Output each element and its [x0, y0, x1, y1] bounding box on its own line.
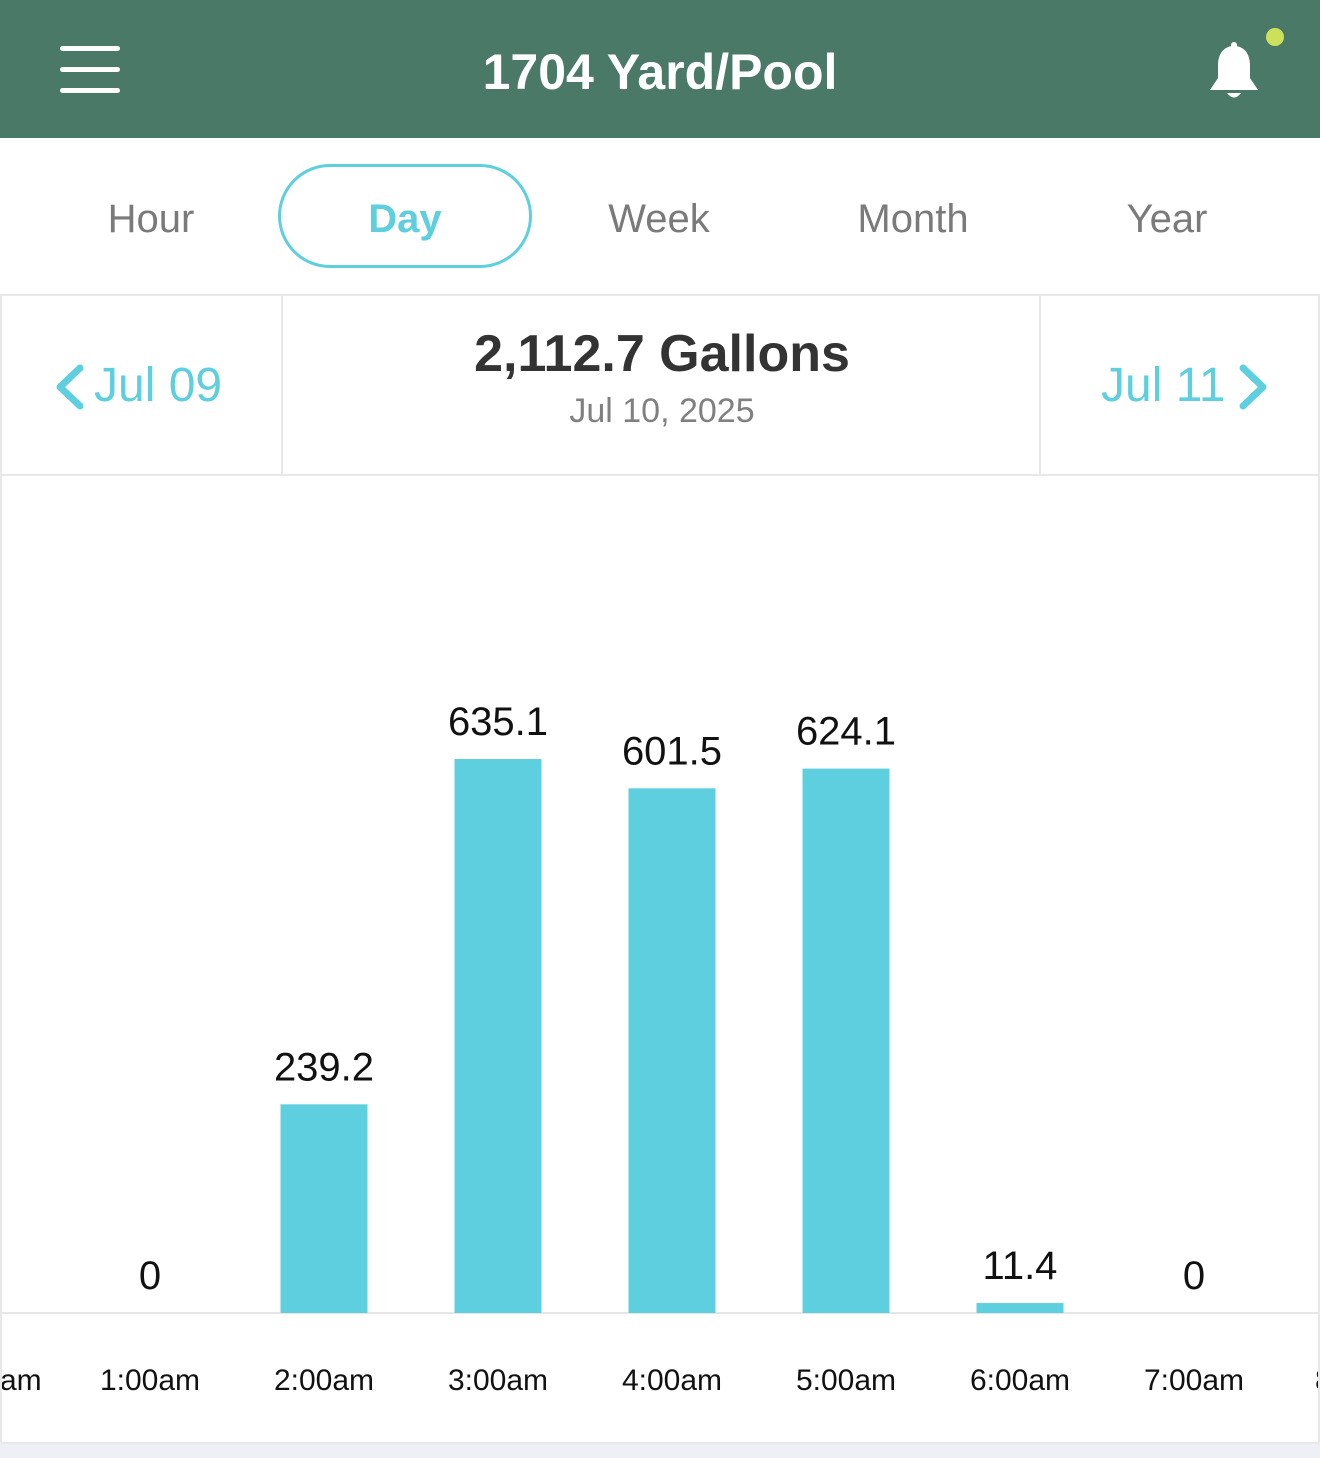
x-tick-label: 7:00am [1144, 1364, 1244, 1397]
x-tick-label: 1:00am [100, 1364, 200, 1397]
bar-value-label: 0 [1183, 1254, 1205, 1298]
x-tick-label: 5:00am [796, 1364, 896, 1397]
bar-value-label: 239.2 [274, 1045, 374, 1089]
app-header: 1704 Yard/Pool [0, 0, 1320, 138]
bar-value-label: 624.1 [796, 710, 896, 754]
x-tick-label: 2:00am [274, 1364, 374, 1397]
bar-4:00am[interactable] [628, 788, 716, 1313]
next-day-button[interactable]: Jul 11 [1039, 296, 1320, 474]
next-day-label: Jul 11 [1101, 359, 1226, 412]
x-tick-label: 6:00am [970, 1364, 1070, 1397]
previous-day-button[interactable]: Jul 09 [0, 296, 280, 474]
bar-value-label: 635.1 [448, 700, 548, 744]
bar-2:00am[interactable] [280, 1104, 368, 1313]
partial-tick-label: 8 [1315, 1364, 1318, 1397]
chevron-right-icon [1239, 364, 1267, 410]
hamburger-menu-icon[interactable] [60, 46, 120, 96]
page-title: 1704 Yard/Pool [482, 44, 838, 100]
x-tick-label: 4:00am [622, 1364, 722, 1397]
bar-value-label: 601.5 [622, 729, 722, 773]
previous-day-label: Jul 09 [94, 359, 223, 412]
tab-week[interactable]: Week [608, 197, 710, 241]
bottom-strip [0, 1444, 1320, 1458]
selected-date: Jul 10, 2025 [569, 392, 755, 430]
bar-3:00am[interactable] [454, 759, 542, 1313]
bar-5:00am[interactable] [802, 768, 890, 1313]
tab-hour[interactable]: Hour [107, 197, 195, 241]
bell-icon[interactable] [1204, 40, 1264, 104]
chevron-left-icon [56, 364, 84, 410]
partial-tick-label: am [2, 1364, 42, 1397]
day-summary: 2,112.7 Gallons Jul 10, 2025 [281, 296, 1039, 474]
bar-6:00am[interactable] [976, 1303, 1064, 1313]
notification-dot [1266, 28, 1284, 46]
tab-month[interactable]: Month [857, 197, 969, 241]
date-navigation: Jul 09 2,112.7 Gallons Jul 10, 2025 Jul … [0, 294, 1320, 476]
bar-value-label: 0 [139, 1254, 161, 1298]
bar-value-label: 11.4 [983, 1244, 1058, 1288]
total-gallons: 2,112.7 Gallons [474, 325, 850, 383]
bar-chart: 0 1:00am 239.2 2:00am 635.1 3:00am 601.5 4:00am… [0, 700, 1320, 1397]
usage-chart: 0 1:00am 239.2 2:00am 635.1 3:00am 601.5 4:00am… [0, 476, 1320, 1444]
period-tabs: Hour Day Week Month Year [0, 138, 1320, 294]
tab-day[interactable]: Day [278, 164, 532, 268]
x-tick-label: 3:00am [448, 1364, 548, 1397]
tab-year[interactable]: Year [1126, 197, 1208, 241]
